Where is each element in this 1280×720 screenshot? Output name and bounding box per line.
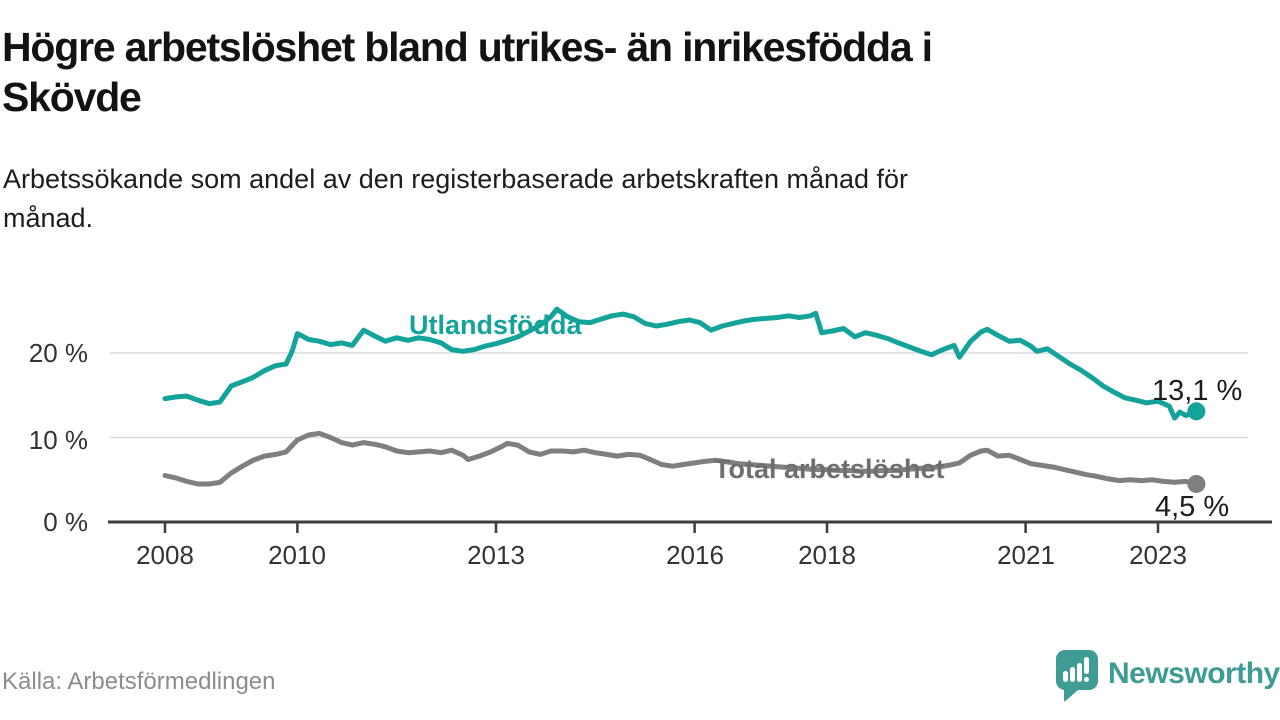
x-tick-label-2023: 2023 [1129,540,1187,570]
y-tick-label-20: 20 % [28,338,88,368]
newsworthy-logo-text: Newsworthy [1108,657,1280,690]
x-tick-label-2010: 2010 [268,540,326,570]
x-tick-label-2016: 2016 [666,540,724,570]
y-tick-label-10: 10 % [28,425,88,455]
newsworthy-logo-icon [1055,650,1098,707]
page-title: Högre arbetslöshet bland utrikes- än inr… [2,22,1252,122]
source-attribution: Källa: Arbetsförmedlingen [2,668,276,695]
series-label-total-arbetsloshet: Total arbetslöshet [714,454,945,484]
page-title-line2: Skövde [2,74,142,120]
page-subtitle-line2: månad. [3,203,94,233]
x-tick-label-2008: 2008 [136,540,194,570]
end-value-label-utlandsfodda: 13,1 % [1152,375,1243,407]
x-tick-label-2021: 2021 [997,540,1055,570]
page-subtitle-line1: Arbetssökande som andel av den registerb… [3,164,909,194]
page-subtitle: Arbetssökande som andel av den registerb… [3,160,1203,238]
x-tick-label-2013: 2013 [467,540,525,570]
x-tick-label-2018: 2018 [798,540,856,570]
page-title-line1: Högre arbetslöshet bland utrikes- än inr… [2,24,933,70]
newsworthy-logo: Newsworthy [1055,650,1280,707]
end-value-label-total: 4,5 % [1155,491,1230,523]
y-tick-label-0: 0 % [43,507,88,537]
series-label-utlandsfodda: Utlandsfödda [409,310,582,340]
